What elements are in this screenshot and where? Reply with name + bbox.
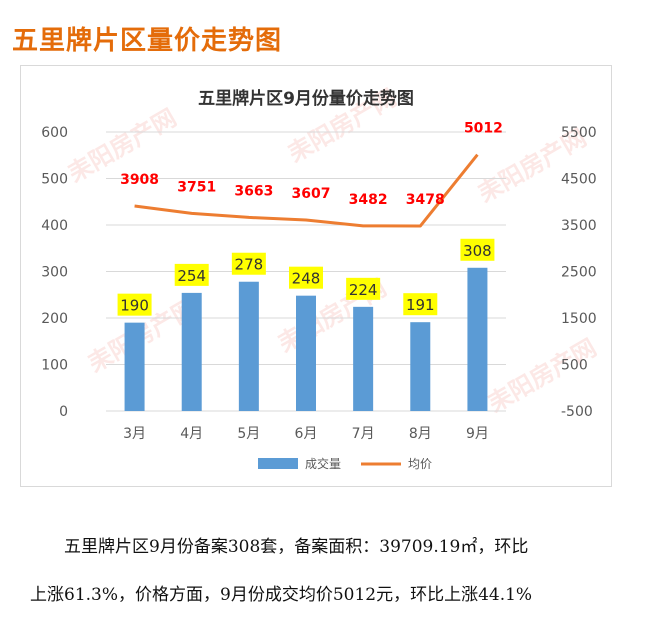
bar-label-bg	[403, 293, 438, 316]
chart-frame: 耒阳房产网 耒阳房产网 耒阳房产网 耒阳房产网 耒阳房产网 耒阳房产网 五里牌片…	[20, 65, 612, 487]
page-title: 五里牌片区量价走势图	[12, 26, 283, 56]
bar-label-bg	[231, 252, 266, 275]
bar-6月	[296, 295, 316, 411]
bar-5月	[238, 281, 259, 411]
summary-line-1: 五里牌片区9月份备案308套，备案面积：39709.19㎡，环比	[64, 537, 529, 557]
y-left-tick-label: 100	[41, 358, 68, 374]
y-right-tick-label: 4500	[561, 172, 597, 188]
bar-data-label: 248	[292, 270, 321, 288]
bar-label-bg	[174, 263, 209, 286]
legend-label-line: 均价	[408, 457, 432, 471]
bar-label-bg	[460, 238, 495, 261]
bar-data-label: 254	[177, 267, 206, 285]
y-left-tick-label: 400	[41, 218, 68, 234]
y-right-tick-label: -500	[561, 404, 593, 420]
bar-data-label: 224	[349, 281, 378, 299]
y-right-tick-label: 2500	[561, 265, 597, 281]
x-tick-label: 3月	[123, 426, 146, 442]
bar-data-label: 190	[120, 297, 149, 315]
y-right-tick-label: 1500	[561, 311, 597, 327]
y-left-tick-label: 600	[41, 125, 68, 141]
x-tick-label: 6月	[295, 426, 318, 442]
bar-label-bg	[117, 293, 152, 316]
bar-data-label: 191	[406, 296, 435, 314]
line-data-label: 3663	[234, 183, 273, 199]
bar-3月	[124, 322, 145, 411]
summary-line-2: 上涨61.3%，价格方面，9月份成交均价5012元，环比上涨44.1%	[30, 585, 533, 605]
line-data-label: 3482	[349, 192, 388, 208]
y-left-tick-label: 300	[41, 265, 68, 281]
legend-swatch-bar	[258, 458, 298, 469]
legend-label-bar: 成交量	[305, 456, 341, 471]
x-tick-label: 9月	[466, 426, 489, 442]
x-tick-label: 5月	[237, 426, 260, 442]
chart-title: 五里牌片区9月份量价走势图	[198, 88, 414, 109]
combo-chart: 五里牌片区9月份量价走势图 0 100 200 300 400 500 600 -500 500 1…	[41, 88, 597, 471]
y-left-tick-label: 0	[59, 404, 68, 420]
y-right-tick-label: 5500	[561, 125, 597, 141]
bar-label-bg	[289, 266, 323, 289]
bar-7月	[353, 306, 374, 411]
bar-4月	[181, 292, 202, 411]
line-data-label: 3908	[120, 172, 159, 188]
bar-8月	[410, 322, 431, 411]
line-data-label: 3607	[292, 186, 331, 202]
bar-9月	[467, 267, 488, 411]
bar-label-bg	[346, 277, 381, 300]
y-right-tick-label: 500	[561, 358, 588, 374]
y-right-tick-label: 3500	[561, 218, 597, 234]
y-left-tick-label: 500	[41, 172, 68, 188]
line-data-label: 5012	[464, 121, 503, 137]
x-tick-label: 8月	[409, 426, 432, 442]
line-series-avg-price	[134, 153, 479, 228]
x-tick-label: 4月	[180, 426, 203, 442]
line-data-label: 3478	[406, 192, 445, 208]
x-tick-label: 7月	[352, 426, 375, 442]
bar-data-label: 308	[463, 242, 492, 260]
line-data-label: 3751	[177, 179, 216, 195]
bar-data-label: 278	[235, 256, 264, 274]
y-left-tick-label: 200	[41, 311, 68, 327]
